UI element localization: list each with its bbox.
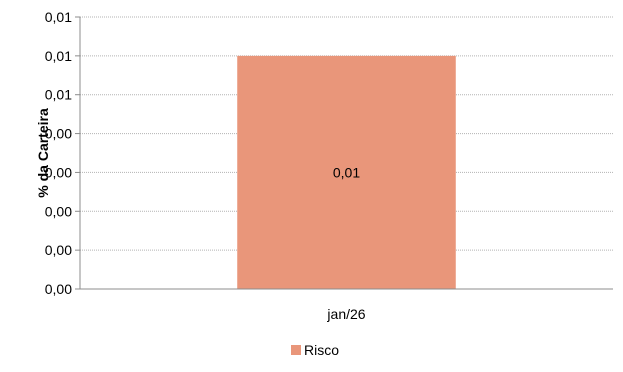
y-tick-label: 0,00 bbox=[45, 242, 72, 258]
legend-label: Risco bbox=[304, 342, 339, 358]
bar bbox=[237, 55, 456, 289]
axes bbox=[79, 17, 613, 290]
legend: Risco bbox=[291, 342, 339, 358]
y-tick-label: 0,00 bbox=[45, 164, 72, 180]
y-tick-label: 0,00 bbox=[45, 203, 72, 219]
y-tick-label: 0,01 bbox=[45, 9, 72, 25]
legend-swatch bbox=[291, 345, 301, 355]
bars: 0,01 bbox=[237, 55, 456, 289]
y-tick-label: 0,01 bbox=[45, 87, 72, 103]
y-tick-label: 0,01 bbox=[45, 48, 72, 64]
x-tick-labels: jan/26 bbox=[326, 306, 365, 322]
y-tick-label: 0,00 bbox=[45, 281, 72, 297]
x-tick-label: jan/26 bbox=[326, 306, 365, 322]
y-tick-labels: 0,00 0,00 0,00 0,00 0,00 0,01 0,01 0,01 bbox=[45, 9, 72, 297]
y-axis-title: % da Carteira bbox=[35, 108, 51, 198]
bar-value-label: 0,01 bbox=[333, 164, 360, 180]
y-tick-label: 0,00 bbox=[45, 126, 72, 142]
